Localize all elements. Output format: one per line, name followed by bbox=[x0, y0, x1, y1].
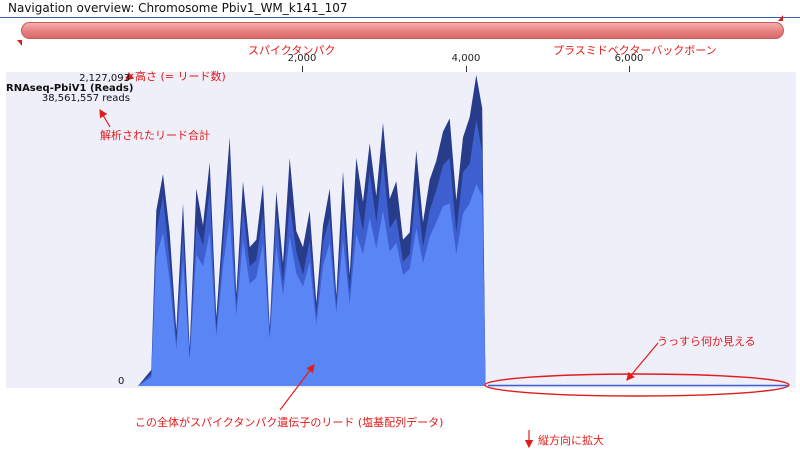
highlight-ellipse bbox=[484, 373, 790, 397]
track-max-reads: 2,127,093 bbox=[79, 73, 130, 84]
window-titlebar: Navigation overview: Chromosome Pbiv1_WM… bbox=[0, 0, 800, 18]
annotation-zoom-vertical: 縦方向に拡大 bbox=[538, 434, 604, 447]
nav-right-marker[interactable] bbox=[778, 15, 783, 21]
ruler-tick-mark bbox=[302, 66, 303, 72]
arrow-faint-signal bbox=[626, 342, 659, 381]
arrow-whole-gene bbox=[279, 364, 315, 411]
annotation-faint-signal: うっすら何か見える bbox=[657, 335, 756, 348]
annotation-total-reads: 解析されたリード合計 bbox=[100, 129, 210, 142]
ruler-tick-label: 6,000 bbox=[614, 53, 644, 64]
annotation-plasmid-backbone: プラスミドベクターバックボーン bbox=[553, 44, 717, 57]
ruler-tick-label: 2,000 bbox=[287, 53, 317, 64]
ruler-tick-mark bbox=[466, 66, 467, 72]
navigation-overview-bar[interactable] bbox=[21, 22, 784, 39]
track-name[interactable]: RNAseq-PbiV1 (Reads) bbox=[6, 83, 134, 94]
annotation-height: 高さ (= リード数) bbox=[135, 70, 226, 83]
ruler-tick-label: 4,000 bbox=[451, 53, 481, 64]
track-info: 2,127,093 RNAseq-PbiV1 (Reads) 38,561,55… bbox=[6, 73, 134, 104]
annotation-spike-protein: スパイクタンパク bbox=[248, 44, 336, 57]
ruler-tick-mark bbox=[629, 66, 630, 72]
annotation-whole-gene: この全体がスパイクタンパク遺伝子のリード (塩基配列データ) bbox=[135, 416, 444, 429]
arrow-total-reads bbox=[99, 108, 111, 128]
nav-left-marker[interactable] bbox=[17, 40, 22, 46]
coverage-area-light bbox=[138, 184, 788, 386]
track-total-reads: 38,561,557 reads bbox=[41, 93, 130, 104]
window-title: Navigation overview: Chromosome Pbiv1_WM… bbox=[8, 1, 348, 15]
arrow-height bbox=[125, 72, 135, 81]
y-axis-zero-label: 0 bbox=[118, 376, 125, 387]
